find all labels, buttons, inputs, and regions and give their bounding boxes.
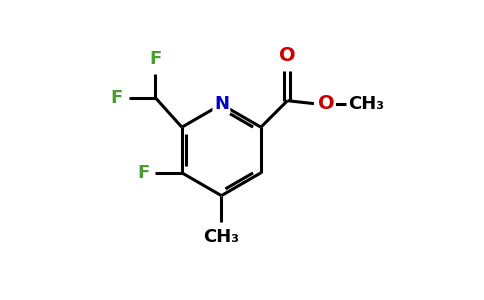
Text: O: O	[318, 94, 335, 113]
Text: F: F	[111, 89, 123, 107]
Text: N: N	[214, 95, 229, 113]
Text: CH₃: CH₃	[203, 228, 240, 246]
Text: F: F	[137, 164, 150, 182]
Text: F: F	[149, 50, 162, 68]
Text: CH₃: CH₃	[348, 94, 384, 112]
Text: O: O	[279, 46, 296, 65]
